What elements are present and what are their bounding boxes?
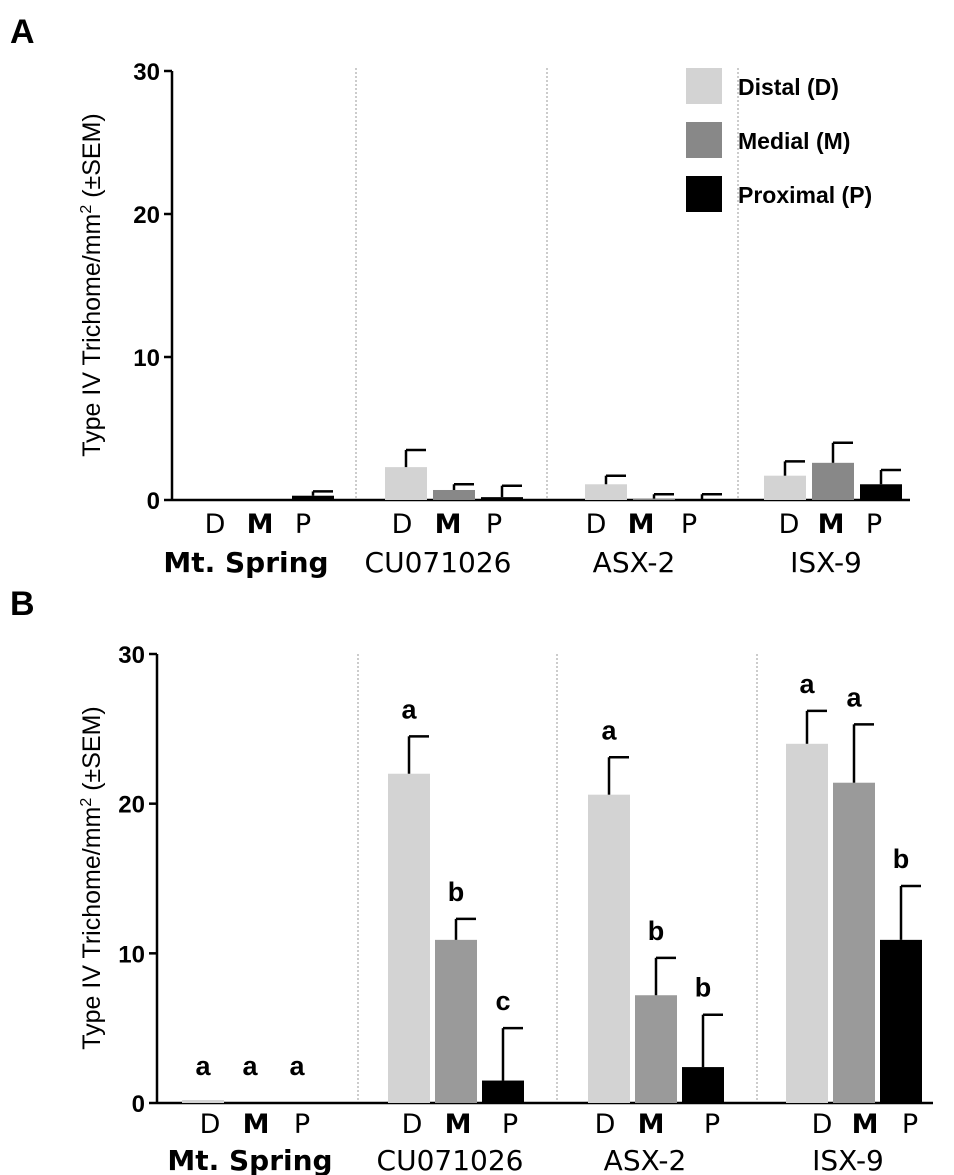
significance-letter: a <box>195 1051 211 1081</box>
y-axis-label-main: Type IV Trichome/mm <box>78 807 106 1050</box>
significance-letter: b <box>648 916 665 946</box>
bar-proximal <box>682 1067 724 1103</box>
legend: Distal (D) Medial (M) Proximal (P) <box>686 68 872 212</box>
y-tick-label: 0 <box>132 1091 145 1118</box>
y-tick-label: 20 <box>133 202 160 229</box>
y-axis-label-tail: (±SEM) <box>78 113 106 205</box>
legend-swatch <box>686 122 722 158</box>
legend-swatch <box>686 176 722 212</box>
position-label: D <box>392 509 413 540</box>
position-label: M <box>247 509 274 540</box>
position-label: M <box>852 1109 879 1140</box>
bar-medial <box>633 498 675 500</box>
group-label: Mt. Spring <box>167 1144 332 1175</box>
position-label: D <box>205 509 226 540</box>
bar-proximal <box>481 497 523 500</box>
legend-swatch <box>686 68 722 104</box>
position-label: P <box>502 1109 518 1140</box>
significance-letter: a <box>289 1051 305 1081</box>
position-label: D <box>595 1109 616 1140</box>
y-axis-label-tail: (±SEM) <box>78 706 106 798</box>
group-label: ASX-2 <box>604 1144 687 1175</box>
bar-distal <box>786 743 828 1103</box>
bar-medial <box>635 995 677 1103</box>
group-label: CU071026 <box>365 546 512 579</box>
position-label: M <box>628 509 655 540</box>
significance-letter: b <box>695 973 712 1003</box>
bar-distal <box>585 484 627 500</box>
position-label: M <box>638 1109 665 1140</box>
y-tick-label: 20 <box>118 792 145 819</box>
bar-medial <box>433 489 475 500</box>
bar-distal <box>388 773 430 1103</box>
legend-label: Medial (M) <box>738 128 850 154</box>
position-label: D <box>586 509 607 540</box>
bar-distal <box>182 1100 224 1103</box>
bar-proximal <box>860 484 902 500</box>
panel-letter: A <box>10 13 35 51</box>
y-tick-label: 30 <box>118 642 145 669</box>
y-tick-label: 10 <box>133 345 160 372</box>
position-label: M <box>435 509 462 540</box>
bar-medial <box>812 462 854 500</box>
y-axis-label: Type IV Trichome/mm2 (±SEM) <box>78 113 106 457</box>
significance-letter: b <box>893 844 910 874</box>
position-label: P <box>704 1109 720 1140</box>
group-label: ISX-9 <box>790 546 862 579</box>
y-tick-label: 0 <box>147 488 160 515</box>
significance-letter: a <box>601 715 617 745</box>
position-label: D <box>812 1109 833 1140</box>
bar-distal <box>764 475 806 500</box>
position-label: P <box>295 509 311 540</box>
position-label: P <box>294 1109 310 1140</box>
bar-proximal <box>482 1080 524 1103</box>
position-label: M <box>818 509 845 540</box>
y-tick-label: 30 <box>133 59 160 86</box>
y-axis-label: Type IV Trichome/mm2 (±SEM) <box>78 706 106 1050</box>
bar-proximal <box>292 495 334 500</box>
position-label: P <box>486 509 502 540</box>
y-axis-label-main: Type IV Trichome/mm <box>78 214 106 457</box>
significance-letter: c <box>495 986 510 1016</box>
y-axis-label-superscript: 2 <box>78 205 95 214</box>
group-label: ISX-9 <box>812 1144 884 1175</box>
bar-medial <box>435 939 477 1103</box>
panel-letter: B <box>10 585 35 623</box>
y-tick-label: 10 <box>118 941 145 968</box>
bar-distal <box>588 794 630 1103</box>
legend-label: Proximal (P) <box>738 182 872 208</box>
position-label: D <box>200 1109 221 1140</box>
legend-label: Distal (D) <box>738 74 839 100</box>
position-label: P <box>866 509 882 540</box>
bar-proximal <box>880 939 922 1103</box>
group-label: ASX-2 <box>593 546 676 579</box>
position-label: D <box>779 509 800 540</box>
significance-letter: b <box>448 877 465 907</box>
bar-distal <box>385 467 427 500</box>
significance-letter: a <box>799 669 815 699</box>
position-label: M <box>243 1109 270 1140</box>
significance-letter: a <box>846 682 862 712</box>
significance-letter: a <box>401 694 417 724</box>
position-label: D <box>402 1109 423 1140</box>
group-label: CU071026 <box>377 1144 524 1175</box>
position-label: M <box>445 1109 472 1140</box>
bar-medial <box>833 782 875 1103</box>
y-axis-label-superscript: 2 <box>78 798 95 807</box>
position-label: P <box>681 509 697 540</box>
significance-letter: a <box>242 1051 258 1081</box>
group-label: Mt. Spring <box>163 546 328 579</box>
position-label: P <box>902 1109 918 1140</box>
